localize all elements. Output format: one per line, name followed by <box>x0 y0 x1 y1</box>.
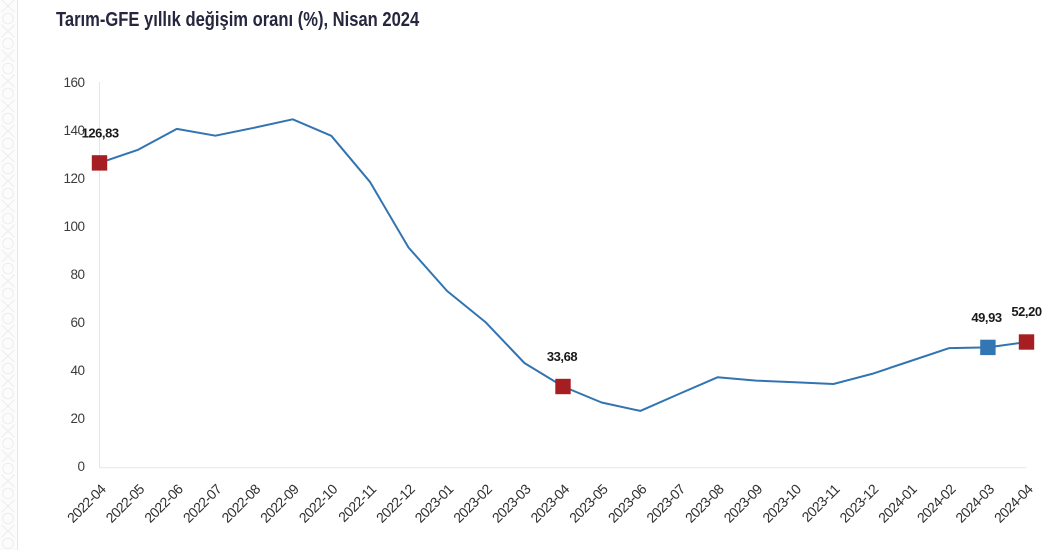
svg-text:2023-11: 2023-11 <box>798 481 843 526</box>
svg-text:2023-05: 2023-05 <box>566 481 611 526</box>
svg-text:2023-09: 2023-09 <box>720 481 765 526</box>
svg-text:20: 20 <box>70 411 84 426</box>
svg-text:2023-12: 2023-12 <box>836 481 881 526</box>
svg-text:60: 60 <box>70 315 84 330</box>
svg-text:2022-05: 2022-05 <box>102 481 147 526</box>
svg-text:2022-11: 2022-11 <box>335 481 380 526</box>
svg-text:2022-04: 2022-04 <box>64 481 109 526</box>
svg-text:2023-10: 2023-10 <box>759 481 804 526</box>
svg-text:126,83: 126,83 <box>82 125 119 140</box>
svg-text:2022-07: 2022-07 <box>180 481 225 526</box>
svg-text:2023-02: 2023-02 <box>450 481 495 526</box>
svg-text:2024-01: 2024-01 <box>875 481 920 526</box>
svg-text:80: 80 <box>70 267 84 282</box>
svg-text:49,93: 49,93 <box>971 310 1002 325</box>
svg-text:2024-03: 2024-03 <box>952 481 997 526</box>
svg-text:2024-04: 2024-04 <box>991 481 1036 526</box>
svg-text:160: 160 <box>63 75 84 90</box>
svg-text:100: 100 <box>63 219 84 234</box>
svg-text:2023-07: 2023-07 <box>643 481 688 526</box>
svg-text:33,68: 33,68 <box>547 349 578 364</box>
svg-text:2023-08: 2023-08 <box>682 481 727 526</box>
svg-text:2022-08: 2022-08 <box>218 481 263 526</box>
svg-text:0: 0 <box>77 459 84 474</box>
svg-text:40: 40 <box>70 363 84 378</box>
svg-text:52,20: 52,20 <box>1011 304 1042 319</box>
svg-text:2023-01: 2023-01 <box>411 481 456 526</box>
svg-text:2022-10: 2022-10 <box>296 481 341 526</box>
svg-text:140: 140 <box>63 123 84 138</box>
svg-text:2024-02: 2024-02 <box>914 481 959 526</box>
svg-text:2023-06: 2023-06 <box>605 481 650 526</box>
svg-text:2023-04: 2023-04 <box>527 481 572 526</box>
svg-text:2023-03: 2023-03 <box>489 481 534 526</box>
svg-text:2022-12: 2022-12 <box>373 481 418 526</box>
svg-text:2022-06: 2022-06 <box>141 481 186 526</box>
svg-text:120: 120 <box>63 171 84 186</box>
svg-text:2022-09: 2022-09 <box>257 481 302 526</box>
